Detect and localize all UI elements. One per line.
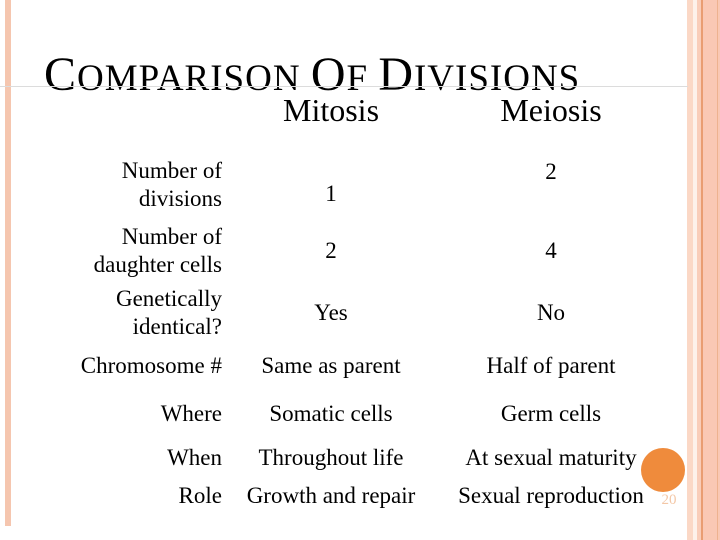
row-label: Number of daughter cells <box>93 224 222 277</box>
mitosis-value: 2 <box>325 238 337 263</box>
meiosis-value: Half of parent <box>486 353 616 378</box>
meiosis-value: 2 <box>545 159 557 184</box>
meiosis-value: No <box>536 300 566 325</box>
row-label: Role <box>178 483 222 508</box>
mitosis-value: Same as parent <box>261 353 401 378</box>
table-row: Genetically identical? Yes No <box>0 285 662 341</box>
mitosis-value: Growth and repair <box>246 483 416 508</box>
title-underline-rule <box>0 86 688 87</box>
table-row: Where Somatic cells Germ cells <box>0 400 662 428</box>
table-row: When Throughout life At sexual maturity <box>0 444 662 472</box>
row-label: Chromosome # <box>80 353 222 378</box>
right-accent-border <box>687 0 720 540</box>
table-row: Number of divisions 1 2 <box>0 157 662 213</box>
mitosis-value: Somatic cells <box>269 401 393 426</box>
table-header-meiosis: Meiosis <box>500 92 602 128</box>
row-label: When <box>167 445 222 470</box>
table-row: Number of daughter cells 2 4 <box>0 223 662 279</box>
mitosis-value: 1 <box>325 181 337 206</box>
slide-title: COMPARISON OF DIVISIONS <box>44 47 581 101</box>
row-label: Number of divisions <box>121 158 222 211</box>
slide-number: 20 <box>661 492 677 508</box>
row-label: Genetically identical? <box>115 286 222 339</box>
table-row: Chromosome # Same as parent Half of pare… <box>0 352 662 380</box>
table-header-mitosis: Mitosis <box>282 92 380 128</box>
decorative-circle <box>641 448 685 492</box>
meiosis-value: Sexual reproduction <box>458 483 644 508</box>
header-spacer <box>0 92 222 128</box>
meiosis-value: Germ cells <box>500 401 602 426</box>
table-header-row: Mitosis Meiosis <box>0 92 662 128</box>
mitosis-value: Yes <box>314 300 348 325</box>
left-accent-stripe <box>5 0 11 526</box>
meiosis-value: 4 <box>545 238 557 263</box>
meiosis-value: At sexual maturity <box>465 445 637 470</box>
row-label: Where <box>160 401 222 426</box>
mitosis-value: Throughout life <box>258 445 404 470</box>
table-row: Role Growth and repair Sexual reproducti… <box>0 482 662 510</box>
